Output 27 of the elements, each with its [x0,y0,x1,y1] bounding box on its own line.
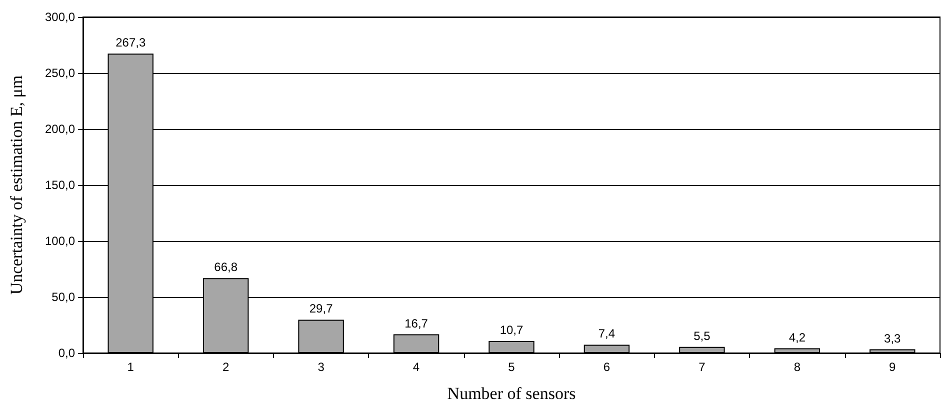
y-tick-label: 200,0 [44,122,76,136]
data-label: 7,4 [598,326,616,341]
x-tick-label: 1 [127,360,134,374]
data-label: 10,7 [500,323,524,338]
y-tick-label: 0,0 [58,346,76,360]
x-tick-label: 4 [412,360,420,374]
data-label: 5,5 [694,328,711,343]
y-tick-label: 150,0 [44,178,76,192]
data-label: 3,3 [884,331,902,346]
x-tick-label: 8 [794,360,801,374]
data-label: 16,7 [404,316,428,330]
x-tick-label: 9 [889,360,896,374]
data-label: 267,3 [116,36,146,50]
data-label: 4,2 [788,330,806,344]
x-axis-title: Number of sensors [447,384,576,403]
data-label: 66,8 [214,260,238,274]
x-tick-label: 7 [698,360,706,374]
x-tick-label: 5 [508,360,516,374]
y-tick-label: 50,0 [52,290,76,304]
x-tick-label: 6 [603,360,610,374]
y-tick-label: 100,0 [44,234,76,248]
y-tick-label: 250,0 [44,66,76,80]
x-tick-label: 3 [318,360,325,374]
y-axis-title: Uncertainty of estimation E, μm [7,75,26,295]
y-tick-label: 300,0 [44,10,76,24]
x-tick-label: 2 [222,360,230,374]
data-label: 29,7 [309,302,334,316]
